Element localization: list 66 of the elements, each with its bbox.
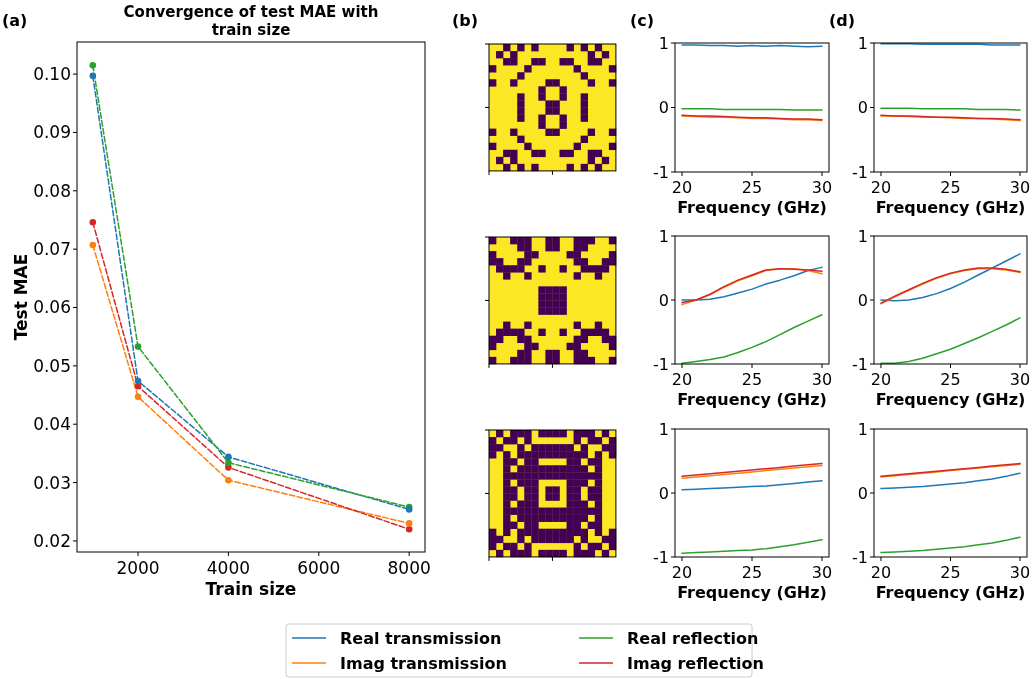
- x-axis-title: Frequency (GHz): [875, 390, 1026, 409]
- legend-label: Imag transmission: [340, 653, 507, 673]
- text: (b): [452, 11, 479, 30]
- y-tick-label: -1: [653, 162, 669, 182]
- y-tick-label: -1: [653, 354, 669, 374]
- x-tick-label: 25: [940, 178, 961, 197]
- y-tick-label: 0: [857, 98, 868, 118]
- legend-label: Real transmission: [340, 628, 502, 648]
- y-tick-label: 0.04: [33, 414, 71, 435]
- y-axis-title: Test MAE: [11, 253, 31, 341]
- y-tick-label: 0.02: [33, 530, 71, 551]
- x-tick-label: 6000: [297, 558, 341, 578]
- text: (c): [630, 11, 655, 30]
- y-tick-label: 1: [857, 226, 868, 246]
- x-axis-title: Frequency (GHz): [677, 198, 827, 217]
- x-axis-title: Frequency (GHz): [677, 583, 827, 602]
- x-tick-label: 4000: [206, 558, 251, 578]
- x-tick-label: 30: [811, 563, 833, 582]
- x-tick-label: 20: [870, 178, 892, 197]
- y-tick-label: 0: [857, 290, 868, 310]
- y-tick-label: 1: [658, 419, 669, 439]
- y-tick-label: -1: [852, 162, 868, 182]
- y-tick-label: 0.06: [33, 297, 71, 318]
- text: (a): [2, 11, 28, 30]
- y-tick-label: 0: [658, 98, 669, 118]
- y-tick-label: 1: [857, 419, 868, 439]
- x-tick-label: 30: [811, 178, 833, 197]
- y-tick-label: 0.03: [33, 472, 71, 493]
- legend-label: Imag reflection: [627, 653, 764, 673]
- y-tick-label: 0: [857, 483, 868, 503]
- x-axis-title: Train size: [205, 579, 297, 599]
- x-tick-label: 30: [1009, 370, 1031, 389]
- x-tick-label: 20: [870, 563, 892, 582]
- x-tick-label: 20: [671, 370, 693, 389]
- y-tick-label: -1: [653, 547, 669, 567]
- y-tick-label: 1: [658, 226, 669, 246]
- x-tick-label: 30: [1009, 563, 1031, 582]
- y-tick-label: 0.05: [33, 355, 71, 376]
- y-tick-label: 0: [658, 483, 669, 503]
- x-tick-label: 2000: [116, 558, 160, 578]
- x-tick-label: 25: [741, 370, 763, 389]
- y-tick-label: 0: [658, 290, 669, 310]
- x-tick-label: 25: [741, 178, 763, 197]
- text: (d): [829, 11, 856, 30]
- x-tick-label: 30: [1009, 178, 1031, 197]
- legend-label: Real reflection: [627, 628, 759, 648]
- x-tick-label: 20: [870, 370, 892, 389]
- x-tick-label: 25: [741, 563, 763, 582]
- chart-title: Convergence of test MAE with train size: [123, 3, 379, 39]
- x-tick-label: 25: [940, 563, 961, 582]
- y-tick-label: 1: [857, 33, 868, 53]
- y-tick-label: 1: [658, 33, 669, 53]
- x-tick-label: 25: [940, 370, 961, 389]
- y-tick-label: -1: [852, 354, 868, 374]
- y-tick-label: 0.08: [33, 180, 71, 201]
- x-tick-label: 20: [671, 563, 693, 582]
- x-axis-title: Frequency (GHz): [875, 583, 1026, 602]
- y-tick-label: 0.07: [33, 239, 71, 260]
- x-tick-label: 20: [671, 178, 693, 197]
- x-axis-title: Frequency (GHz): [677, 390, 827, 409]
- y-tick-label: 0.09: [33, 122, 71, 143]
- y-tick-label: 0.10: [33, 64, 71, 85]
- x-tick-label: 30: [811, 370, 833, 389]
- y-tick-label: -1: [852, 547, 868, 567]
- x-axis-title: Frequency (GHz): [875, 198, 1026, 217]
- x-tick-label: 8000: [387, 558, 431, 578]
